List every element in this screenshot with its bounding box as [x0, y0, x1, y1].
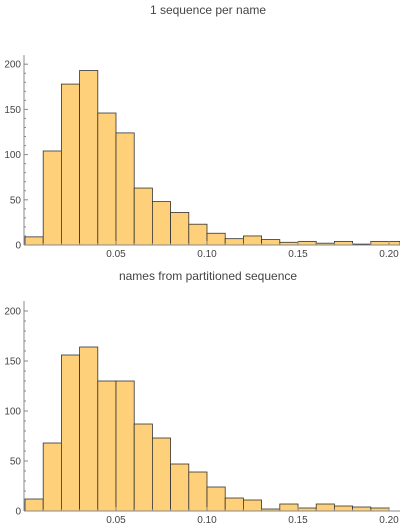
histogram-bar [61, 354, 81, 512]
y-tick-label: 150 [4, 105, 21, 116]
x-tick-label: 0.15 [288, 515, 308, 526]
x-tick-label: 0.20 [379, 249, 399, 260]
histogram-bar [24, 498, 44, 512]
histogram-bar [188, 471, 208, 512]
histogram-bar [170, 463, 190, 512]
histogram-bar [188, 223, 208, 246]
histogram-bar [297, 240, 317, 246]
histogram-bar [97, 380, 117, 512]
histogram-bar [61, 83, 81, 246]
y-tick-label: 50 [10, 195, 22, 206]
y-tick-label: 0 [15, 507, 21, 518]
histogram-bar [151, 437, 171, 512]
histogram-bar [79, 346, 99, 512]
chart-title: names from partitioned sequence [119, 269, 297, 283]
y-tick-label: 50 [10, 457, 22, 468]
y-tick-label: 100 [4, 150, 21, 161]
y-tick-label: 150 [4, 357, 21, 368]
y-tick-label: 0 [15, 241, 21, 252]
chart-title: 1 sequence per name [150, 3, 266, 17]
y-tick-label: 200 [4, 307, 21, 318]
histogram-bar [42, 442, 62, 512]
histogram-bar [388, 240, 400, 246]
histogram-bar [115, 132, 135, 246]
y-tick-label: 200 [4, 60, 21, 71]
x-tick-label: 0.15 [288, 249, 308, 260]
histogram-bar [24, 236, 44, 246]
histogram-bar [242, 235, 262, 246]
x-tick-label: 0.10 [197, 515, 217, 526]
histogram-bar [242, 499, 262, 512]
x-tick-label: 0.05 [106, 249, 126, 260]
histogram-bar [133, 187, 153, 246]
histogram-bar [224, 497, 244, 512]
histogram-bar [333, 505, 353, 512]
histogram-bar [170, 212, 190, 246]
x-tick-label: 0.20 [379, 515, 399, 526]
histogram-bar [151, 201, 171, 246]
y-tick-label: 100 [4, 407, 21, 418]
histogram-bar [370, 240, 390, 246]
histogram-bar [79, 70, 99, 246]
x-tick-label: 0.05 [106, 515, 126, 526]
histogram-bar [352, 506, 372, 512]
histogram-bar [261, 239, 281, 246]
histogram-bar [224, 238, 244, 246]
histogram-bar [115, 380, 135, 512]
histogram-bar [97, 112, 117, 246]
histogram-bar [315, 503, 335, 512]
x-tick-label: 0.10 [197, 249, 217, 260]
histogram-bar [206, 486, 226, 512]
histogram-bar [279, 503, 299, 512]
histogram-bar [206, 232, 226, 246]
histogram-panel-bottom: names from partitioned sequence 0 50 100 15… [4, 269, 400, 526]
histogram-bar [333, 240, 353, 246]
histogram-bar [133, 423, 153, 512]
histogram-panel-top: 1 sequence per name 0 50 100 150 200 0.05 0.10… [4, 3, 400, 260]
histogram-bar [42, 150, 62, 246]
